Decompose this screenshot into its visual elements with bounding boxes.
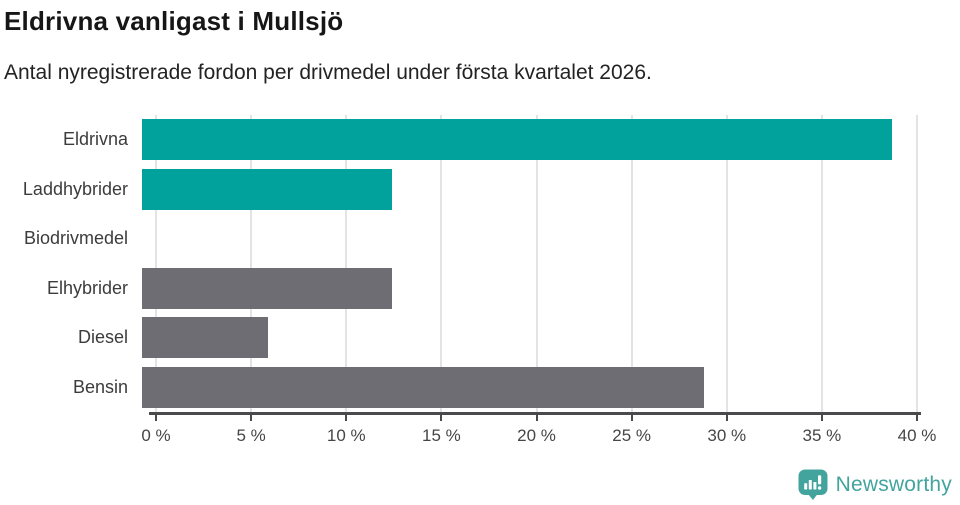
bar-track (142, 317, 917, 359)
x-axis-line (149, 412, 921, 415)
brand-name: Newsworthy (835, 472, 952, 496)
bar-track (142, 168, 917, 210)
category-label: Laddhybrider (22, 178, 128, 199)
x-tick-label: 35 % (802, 426, 842, 445)
gridline (440, 115, 443, 412)
bar-track (142, 267, 917, 309)
chart-row: Biodrivmedel (0, 214, 917, 264)
x-tick (916, 415, 918, 421)
x-tick-label: 20 % (517, 426, 556, 445)
chart-row: Bensin (0, 363, 917, 413)
bar-track (142, 119, 917, 161)
gridline (725, 115, 728, 412)
chart-row: Laddhybrider (0, 165, 917, 215)
x-tick-label: 40 % (897, 426, 937, 445)
x-tick-label: 25 % (612, 426, 651, 445)
x-tick (440, 415, 443, 421)
bar-track (142, 366, 917, 408)
category-label: Elhybrider (46, 277, 128, 298)
gridline (250, 115, 253, 412)
gridline (155, 115, 157, 412)
gridline (916, 115, 918, 412)
x-tick (725, 415, 728, 421)
chart-row: Eldrivna (0, 115, 917, 165)
x-tick (250, 415, 253, 421)
footer: Newsworthy (798, 469, 952, 500)
gridline (535, 115, 538, 412)
gridline (630, 115, 633, 412)
chart-row: Elhybrider (0, 264, 917, 314)
x-tick (535, 415, 538, 421)
x-tick-label: 30 % (707, 426, 747, 445)
x-tick-label: 10 % (326, 426, 366, 445)
gridline (820, 115, 823, 412)
x-tick-label: 5 % (236, 426, 266, 445)
x-tick (630, 415, 633, 421)
gridline (345, 115, 348, 412)
chart-title: Eldrivna vanligast i Mullsjö (4, 6, 344, 36)
x-tick (345, 415, 348, 421)
category-label: Diesel (77, 327, 128, 348)
bar-track (142, 218, 917, 259)
bar-laddhybrider (142, 168, 392, 210)
x-tick (820, 415, 823, 421)
newsworthy-speech-bubble-chart-icon (798, 469, 828, 500)
bar-bensin (142, 366, 704, 408)
category-label: Eldrivna (62, 129, 128, 150)
x-axis: 0 % 5 % 10 % 15 % 20 % 25 % 30 % 35 % 40 % (141, 412, 936, 460)
chart-header: Eldrivna vanligast i Mullsjö Antal nyreg… (4, 6, 956, 85)
bar-eldrivna (142, 119, 892, 161)
chart-row: Diesel (0, 313, 917, 363)
x-tick-label: 0 % (141, 426, 171, 445)
gridlines (155, 115, 918, 412)
chart-subtitle: Antal nyregistrerade fordon per drivmede… (4, 61, 652, 84)
bar-diesel (142, 317, 268, 359)
newsworthy-logo[interactable]: Newsworthy (798, 469, 952, 500)
category-label: Bensin (72, 376, 128, 397)
bar-chart: Eldrivna Laddhybrider Biodrivmedel Elhybrid… (0, 115, 960, 460)
chart-rows: Eldrivna Laddhybrider Biodrivmedel Elhybrid… (0, 115, 917, 412)
x-tick-label: 15 % (422, 426, 461, 445)
x-tick (155, 415, 157, 421)
bar-elhybrider (142, 267, 392, 309)
category-label: Biodrivmedel (23, 228, 128, 249)
